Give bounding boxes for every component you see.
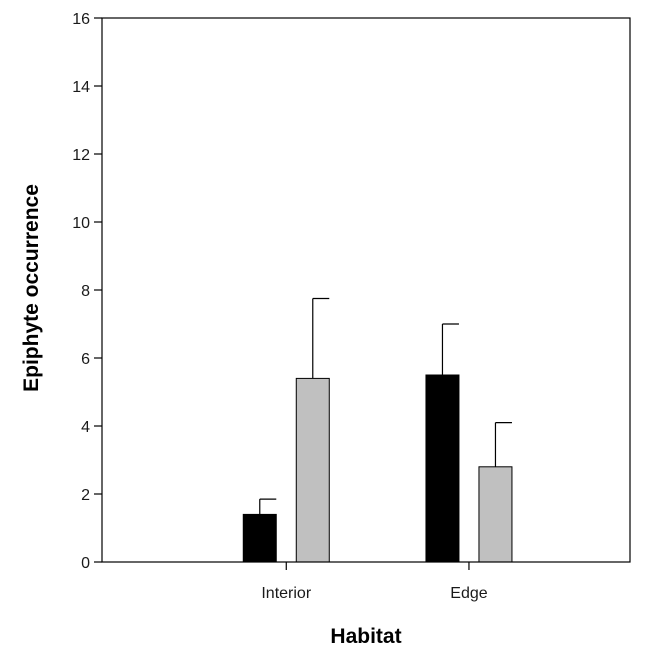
y-tick-label: 6 — [81, 351, 90, 368]
bar-interior-2 — [295, 377, 330, 563]
x-tick-label: Interior — [261, 585, 311, 602]
error-bars-layer — [259, 297, 512, 515]
y-axis: 0 2 4 6 8 10 12 14 16 — [72, 11, 102, 572]
y-tick-label: 12 — [72, 147, 90, 164]
y-tick-label: 0 — [81, 555, 90, 572]
y-tick-label: 2 — [81, 487, 90, 504]
y-tick-label: 10 — [72, 215, 90, 232]
bar-edge-1 — [425, 374, 460, 563]
x-tick-label: Edge — [450, 585, 487, 602]
y-tick-label: 16 — [72, 11, 90, 28]
y-tick-label: 4 — [81, 419, 90, 436]
y-axis-title: Epiphyte occurrence — [20, 184, 43, 392]
plot-frame — [101, 17, 631, 563]
x-axis: Interior Edge — [261, 562, 488, 602]
bars-layer — [242, 374, 513, 563]
bar-edge-2 — [478, 466, 513, 563]
bar-interior-1 — [242, 513, 277, 563]
y-tick-label: 14 — [72, 79, 90, 96]
y-tick-label: 8 — [81, 283, 90, 300]
x-axis-title: Habitat — [330, 625, 401, 648]
